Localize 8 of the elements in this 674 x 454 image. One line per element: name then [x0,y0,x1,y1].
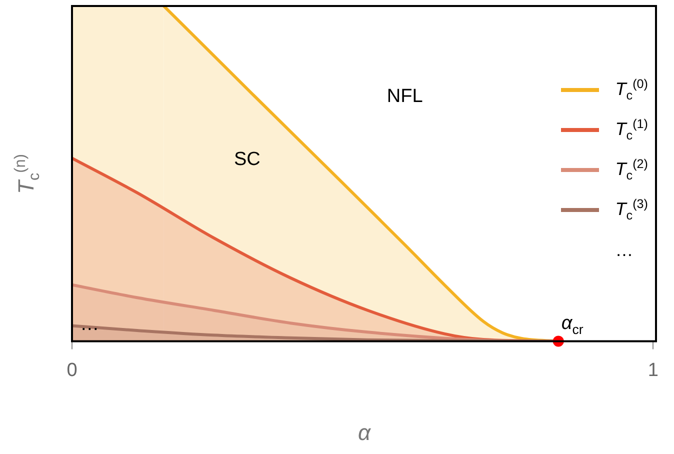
annotation: NFL [386,86,423,108]
x-tick-label: 0 [66,360,78,381]
annotation: … [80,314,100,336]
annotation: α$_{cr}$ [561,313,584,338]
annotation: … [614,238,634,262]
annotation: SC [234,149,260,172]
x-axis-title: α [358,420,371,446]
x-tick-label: 1 [648,360,658,381]
